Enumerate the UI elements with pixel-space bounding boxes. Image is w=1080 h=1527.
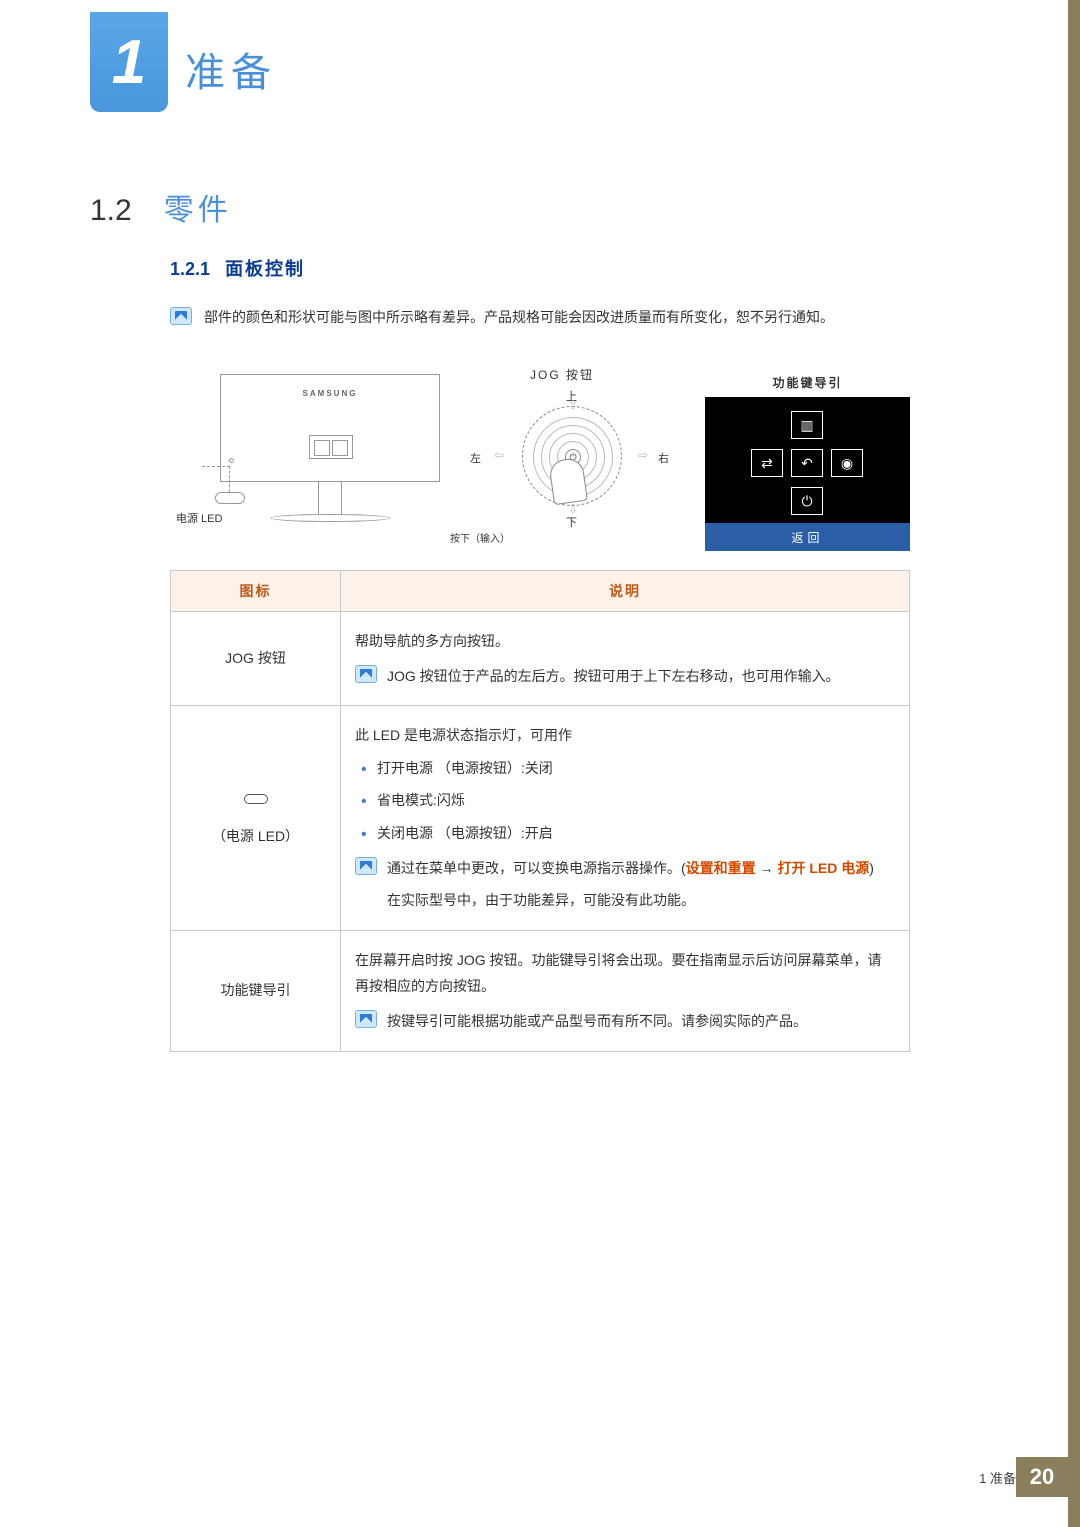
menu-icon: ▥	[791, 411, 823, 439]
icon-caption: （电源 LED）	[185, 823, 326, 850]
arrow-up-icon: ⇧	[568, 398, 578, 412]
section-number: 1.2	[90, 194, 132, 228]
note-text: 通过在菜单中更改，可以变换电源指示器操作。(设置和重置 → 打开 LED 电源)…	[387, 855, 895, 914]
highlight: 设置和重置	[686, 860, 756, 876]
jog-dial: ⏻	[522, 406, 622, 506]
bullet-list: 打开电源 （电源按钮）:关闭 省电模式:闪烁 关闭电源 （电源按钮）:开启	[355, 755, 895, 847]
ports-icon	[309, 435, 353, 459]
arrow-left-icon: ⇦	[494, 448, 504, 462]
desc-text: 此 LED 是电源状态指示灯，可用作	[355, 722, 895, 749]
chapter-title: 准备	[185, 40, 277, 98]
section-title: 零件	[164, 185, 232, 229]
page-number: 20	[1016, 1457, 1068, 1497]
callout-line	[202, 466, 230, 467]
note-icon	[355, 665, 377, 683]
row-desc: 此 LED 是电源状态指示灯，可用作 打开电源 （电源按钮）:关闭 省电模式:闪…	[341, 706, 910, 931]
diagram: SAMSUNG 电源 LED JOG 按钮 ⏻ 上 下 左 右 按下（输入） ⇧	[170, 366, 910, 556]
note-icon	[355, 1010, 377, 1028]
led-dot	[229, 458, 234, 463]
brand-label: SAMSUNG	[221, 389, 439, 398]
highlight: 打开 LED 电源	[777, 860, 869, 876]
table-row: JOG 按钮 帮助导航的多方向按钮。 JOG 按钮位于产品的左后方。按钮可用于上…	[171, 612, 910, 706]
row-desc: 帮助导航的多方向按钮。 JOG 按钮位于产品的左后方。按钮可用于上下左右移动，也…	[341, 612, 910, 706]
loop-icon: ⇄	[751, 449, 783, 477]
desc-text: 在屏幕开启时按 JOG 按钮。功能键导引将会出现。要在指南显示后访问屏幕菜单，请…	[355, 947, 895, 1000]
guide-panel: ▥ ⇄ ↶ ◉ ⏻ 返回	[705, 397, 910, 551]
stand-neck	[318, 482, 342, 514]
controls-table: 图标 说明 JOG 按钮 帮助导航的多方向按钮。 JOG 按钮位于产品的左后方。…	[170, 570, 910, 1052]
power-icon: ⏻	[791, 487, 823, 515]
arrow-down-icon: ⇩	[568, 502, 578, 516]
dir-down: 下	[566, 514, 577, 530]
chapter-tab: 1	[90, 12, 168, 112]
footer-label: 1 准备	[979, 1468, 1016, 1487]
guide-title: 功能键导引	[705, 374, 910, 391]
table-row: （电源 LED） 此 LED 是电源状态指示灯，可用作 打开电源 （电源按钮）:…	[171, 706, 910, 931]
row-icon-label: JOG 按钮	[171, 612, 341, 706]
intro-note-text: 部件的颜色和形状可能与图中所示略有差异。产品规格可能会因改进质量而有所变化，恕不…	[204, 305, 834, 330]
function-key-guide: 功能键导引 ▥ ⇄ ↶ ◉ ⏻ 返回	[705, 374, 910, 551]
stand-base	[270, 514, 390, 522]
monitor-illustration: SAMSUNG 电源 LED	[200, 374, 460, 534]
led-shape-icon	[244, 794, 268, 804]
table-row: 功能键导引 在屏幕开启时按 JOG 按钮。功能键导引将会出现。要在指南显示后访问…	[171, 930, 910, 1051]
note-icon	[355, 857, 377, 875]
list-item: 关闭电源 （电源按钮）:开启	[355, 820, 895, 847]
eye-icon: ◉	[831, 449, 863, 477]
row-icon-label: （电源 LED）	[171, 706, 341, 931]
page: 1 准备 1.2 零件 1.2.1 面板控制 部件的颜色和形状可能与图中所示略有…	[0, 0, 1080, 1527]
row-icon-label: 功能键导引	[171, 930, 341, 1051]
dir-right: 右	[658, 450, 669, 466]
dir-press: 按下（输入）	[450, 530, 510, 545]
back-icon: ↶	[791, 449, 823, 477]
section-heading: 1.2 零件	[90, 185, 232, 229]
intro-note: 部件的颜色和形状可能与图中所示略有差异。产品规格可能会因改进质量而有所变化，恕不…	[170, 305, 834, 330]
note-icon	[170, 307, 192, 325]
return-button: 返回	[705, 523, 910, 551]
subsection-number: 1.2.1	[170, 259, 210, 279]
footer: 1 准备 20	[979, 1457, 1068, 1497]
led-callout	[215, 492, 245, 504]
list-item: 打开电源 （电源按钮）:关闭	[355, 755, 895, 782]
desc-text: 帮助导航的多方向按钮。	[355, 628, 895, 655]
col-header-icon: 图标	[171, 571, 341, 612]
subsection-title: 面板控制	[225, 259, 305, 279]
row-desc: 在屏幕开启时按 JOG 按钮。功能键导引将会出现。要在指南显示后访问屏幕菜单，请…	[341, 930, 910, 1051]
arrow-right-icon: ⇨	[638, 448, 648, 462]
monitor-back: SAMSUNG	[220, 374, 440, 482]
list-item: 省电模式:闪烁	[355, 787, 895, 814]
callout-line	[229, 466, 230, 492]
dir-left: 左	[470, 450, 481, 466]
subsection-heading: 1.2.1 面板控制	[170, 255, 305, 281]
note-text: 按键导引可能根据功能或产品型号而有所不同。请参阅实际的产品。	[387, 1008, 895, 1035]
led-label: 电源 LED	[176, 510, 222, 526]
jog-title: JOG 按钮	[530, 366, 594, 383]
jog-illustration: JOG 按钮 ⏻ 上 下 左 右 按下（输入） ⇧ ⇩ ⇦ ⇨	[470, 366, 680, 546]
chapter-number: 1	[112, 27, 146, 98]
note-text: JOG 按钮位于产品的左后方。按钮可用于上下左右移动，也可用作输入。	[387, 663, 895, 690]
col-header-desc: 说明	[341, 571, 910, 612]
note-tail: 在实际型号中，由于功能差异，可能没有此功能。	[387, 887, 895, 914]
